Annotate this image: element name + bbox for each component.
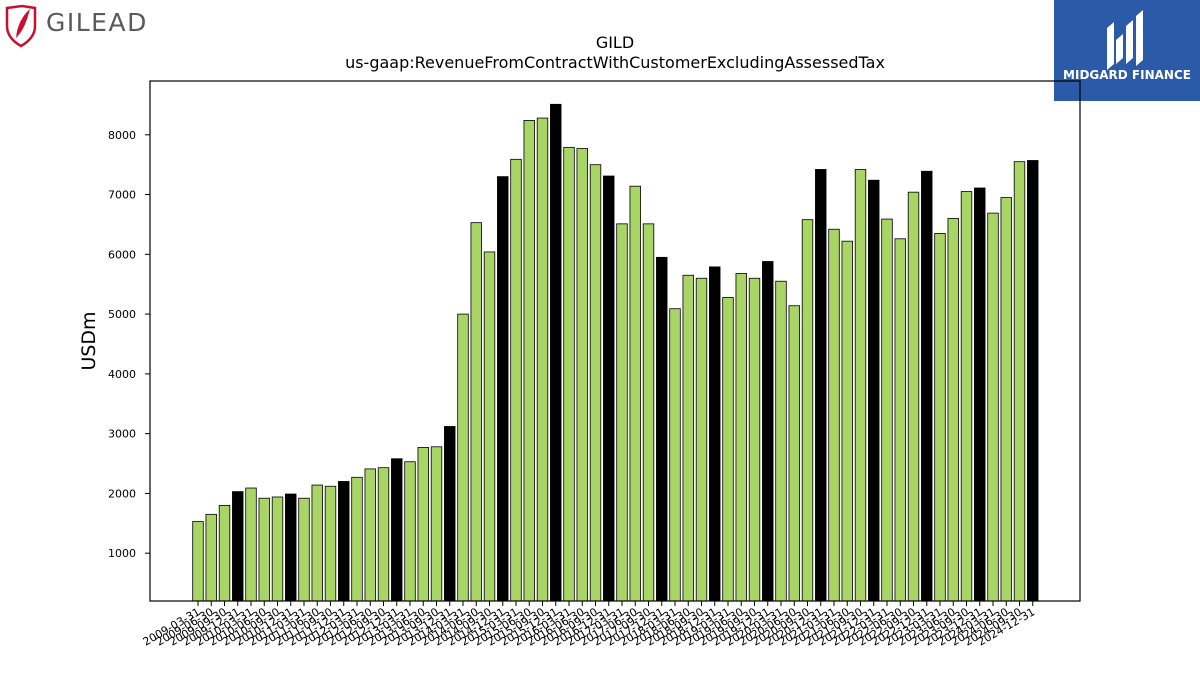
bar-2019-12-31 [762, 261, 774, 602]
bar-2014-03-31 [457, 313, 469, 602]
y-tick-label: 7000 [108, 189, 136, 202]
bar-2020-12-31 [815, 169, 827, 602]
bar-2018-12-31 [709, 266, 721, 602]
bar-2019-03-31 [722, 296, 734, 602]
bar-2016-12-31 [603, 175, 615, 602]
chart-subtitle: us-gaap:RevenueFromContractWithCustomerE… [345, 53, 885, 72]
bar-2023-12-31 [974, 187, 986, 602]
bar-2014-06-30 [470, 222, 482, 602]
bar-2018-03-31 [669, 308, 681, 602]
midgard-m-icon [1107, 10, 1143, 70]
bar-2017-09-30 [642, 223, 655, 602]
bar-2013-12-31 [444, 426, 456, 602]
bar-2009-12-31 [232, 491, 244, 602]
bar-2022-09-30 [907, 191, 920, 602]
bar-2023-06-30 [947, 218, 959, 602]
bar-2013-09-30 [430, 446, 443, 602]
bar-2017-06-30 [629, 185, 641, 602]
bar-2010-03-31 [245, 487, 257, 602]
y-tick-label: 8000 [108, 129, 136, 142]
y-tick-label: 5000 [108, 308, 136, 321]
bar-2013-03-31 [404, 461, 416, 602]
bar-2016-03-31 [563, 146, 575, 602]
bar-2011-03-31 [298, 497, 310, 602]
bar-2011-06-30 [311, 484, 323, 602]
y-tick-label: 2000 [108, 487, 136, 500]
bar-2015-06-30 [523, 120, 535, 602]
midgard-finance-logo: MIDGARD FINANCE [1054, 0, 1200, 101]
bar-2020-06-30 [788, 305, 800, 602]
bar-2021-06-30 [841, 240, 853, 602]
x-axis-ticks: 2009-03-312009-06-302009-09-302009-12-31… [141, 601, 1037, 649]
bar-2015-12-31 [550, 103, 562, 602]
gilead-logo-text: GILEAD [46, 8, 148, 37]
midgard-logo-text: MIDGARD FINANCE [1063, 68, 1191, 82]
bar-2011-12-31 [338, 481, 350, 602]
y-tick-label: 3000 [108, 428, 136, 441]
bar-2019-09-30 [748, 277, 761, 602]
plot-frame [149, 80, 1081, 602]
bar-2020-03-31 [775, 280, 787, 602]
bar-2020-09-30 [801, 219, 814, 602]
bar-2024-06-30 [1000, 197, 1012, 602]
bar-2012-03-31 [351, 476, 363, 602]
bar-2010-06-30 [258, 497, 270, 602]
gilead-logo [4, 4, 164, 48]
bar-2018-06-30 [682, 274, 694, 602]
bar-2022-12-31 [921, 170, 933, 602]
bar-2024-09-30 [1013, 161, 1026, 602]
bar-2022-06-30 [894, 238, 906, 602]
bar-2022-03-31 [881, 218, 893, 602]
bar-2009-03-31 [192, 521, 204, 602]
chart-title: GILD [596, 33, 634, 52]
bar-2023-09-30 [960, 191, 973, 602]
y-tick-label: 1000 [108, 547, 136, 560]
bar-2015-03-31 [510, 158, 522, 602]
bar-2013-06-30 [417, 446, 429, 602]
bar-2016-09-30 [589, 164, 602, 602]
bar-2009-09-30 [218, 504, 231, 602]
bar-2010-12-31 [285, 493, 297, 602]
bar-2011-09-30 [324, 485, 337, 602]
bar-2009-06-30 [205, 513, 217, 602]
bar-2015-09-30 [536, 117, 549, 602]
bar-2021-03-31 [828, 228, 840, 602]
bar-2021-12-31 [868, 179, 880, 602]
y-axis-label: USDm [78, 311, 100, 370]
bar-2018-09-30 [695, 277, 708, 602]
bar-2024-12-31 [1027, 160, 1039, 602]
bar-2023-03-31 [934, 233, 946, 602]
bar-2012-09-30 [377, 467, 390, 602]
bars-group [192, 103, 1039, 602]
y-tick-label: 6000 [108, 248, 136, 261]
gilead-shield-icon [5, 4, 37, 48]
bar-2021-09-30 [854, 169, 867, 602]
y-axis-ticks: 1000 2000 3000 4000 5000 6000 7000 8000 [108, 129, 150, 560]
bar-2016-06-30 [576, 148, 588, 602]
bar-2012-06-30 [364, 468, 376, 602]
bar-2019-06-30 [735, 273, 747, 602]
bar-2024-03-31 [987, 212, 999, 602]
bar-2014-09-30 [483, 251, 496, 602]
bar-2014-12-31 [497, 176, 509, 602]
bar-2010-09-30 [271, 496, 284, 602]
bar-2017-12-31 [656, 256, 668, 602]
y-tick-label: 4000 [108, 368, 136, 381]
bar-2012-12-31 [391, 458, 403, 602]
bar-2017-03-31 [616, 223, 628, 602]
